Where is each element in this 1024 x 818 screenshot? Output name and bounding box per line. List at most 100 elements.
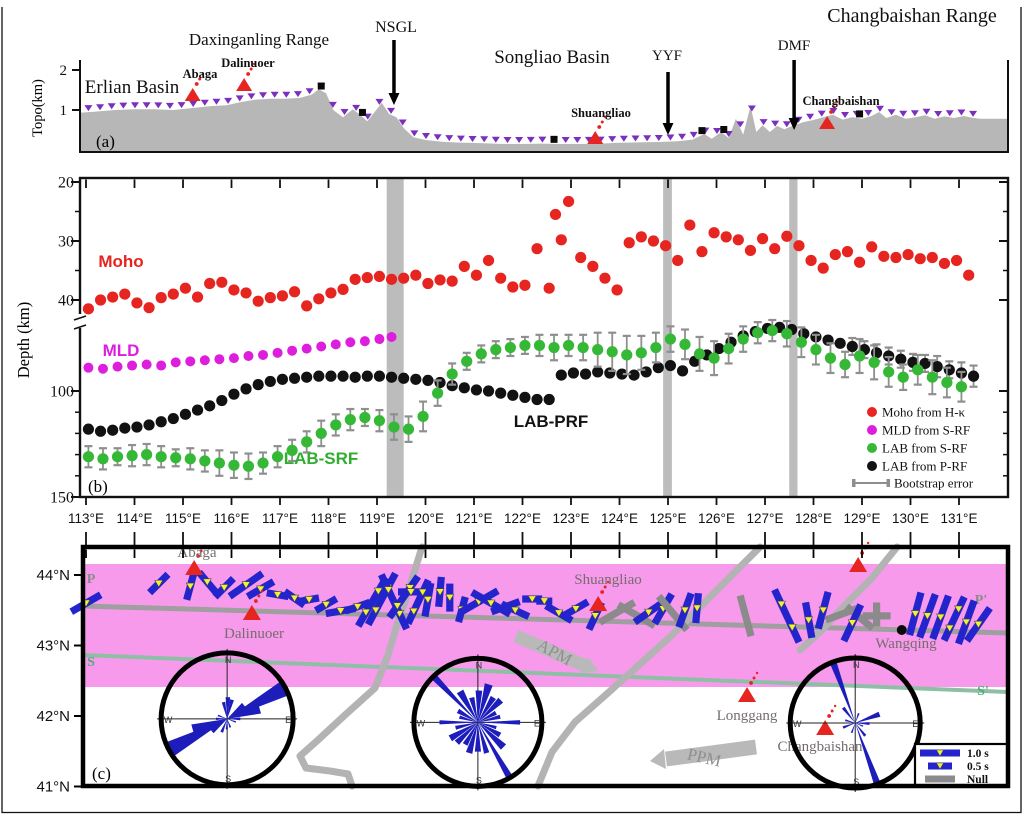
dalinuoer-label: Dalinuoer (221, 56, 275, 70)
lab-srf-point (504, 341, 516, 354)
rose-petal (165, 718, 228, 757)
volcano-smoke-dot (201, 72, 204, 76)
lon-tick-label: 130°E (892, 511, 929, 526)
mld-point (141, 359, 152, 370)
rose-petal (431, 674, 478, 723)
lab-srf-point (912, 364, 924, 376)
lab-prf-point (398, 372, 410, 384)
lab-srf-point (941, 376, 953, 389)
station-square (698, 127, 706, 135)
lab-prf-point (616, 368, 628, 380)
station-triangle (510, 606, 520, 615)
lab-prf-point (652, 362, 664, 374)
rose-petal (191, 718, 228, 733)
lon-tick-label: 115°E (165, 511, 201, 526)
lab-srf-point (723, 343, 735, 355)
station-triangle (406, 588, 416, 597)
lab-prf-point (640, 366, 652, 378)
moho-point (313, 293, 325, 305)
rose-petal (855, 723, 867, 737)
station-triangle (804, 616, 814, 625)
lab-srf-point (955, 381, 968, 393)
lat-tick-label: 44°N (36, 567, 70, 584)
moho-series-label: Moho (98, 252, 143, 271)
moho-point (361, 271, 373, 284)
rose-petal (227, 705, 261, 719)
lab-prf-point (82, 423, 95, 435)
shuangliao-label: Shuangliao (571, 106, 631, 120)
station-square (317, 82, 325, 90)
lab-prf-point (216, 394, 228, 407)
lab-srf-point (577, 341, 589, 354)
moho-point (575, 251, 587, 264)
moho-point (926, 251, 938, 264)
station-marker (375, 98, 384, 105)
moho-point (264, 292, 276, 304)
lab-srf-point (650, 341, 662, 354)
panel-b-depth-section: 20 30 40 100 150 Moho MLD LAB-SRF LAB-PRF Moho fr… (50, 175, 1010, 507)
lab-srf-point (635, 347, 647, 359)
outer-frame (1, 7, 1022, 814)
volcano-smoke-dot (600, 120, 604, 124)
legend-label: Bootstrap error (894, 476, 974, 491)
rose-petal (465, 722, 478, 754)
mld-point (386, 331, 397, 342)
moho-point (769, 243, 781, 255)
panel-c-letter: (c) (92, 764, 111, 783)
changbaishan-icon (819, 116, 836, 129)
rose-petal (477, 714, 501, 723)
volcano-smoke-dot (606, 580, 610, 584)
moho-point (672, 254, 684, 267)
volcano-smoke-dot (835, 100, 839, 104)
rose-petal (855, 711, 881, 724)
station-marker (829, 108, 838, 115)
lab-prf-point (107, 424, 119, 436)
volcano-icon (849, 557, 868, 572)
station-triangle (336, 607, 346, 616)
lon-tick-label: 120°E (407, 511, 444, 526)
station-triangle (373, 587, 383, 596)
rose-petal (842, 723, 856, 729)
moho-point (167, 288, 179, 300)
mld-point (199, 355, 210, 366)
station-triangle (692, 604, 702, 613)
station-marker (293, 91, 302, 98)
abaga-label: Abaga (183, 67, 218, 81)
lab-srf-point (315, 427, 327, 439)
station-triangle (922, 612, 932, 621)
fault-trace (296, 543, 426, 790)
moho-point (531, 243, 543, 255)
mld-point (359, 336, 370, 347)
station-triangle (361, 608, 371, 617)
rose-petal (456, 708, 478, 723)
station-marker (259, 92, 268, 99)
lab-srf-point (257, 457, 269, 469)
lab-prf-point (482, 385, 495, 397)
station-marker (177, 102, 186, 109)
rose-petal (855, 723, 881, 786)
erlian-basin-label: Erlian Basin (85, 77, 180, 98)
mld-point (345, 337, 356, 348)
mld-point (83, 362, 94, 373)
lab-srf-point (82, 451, 95, 463)
profile-label-p: P (87, 572, 96, 587)
station-triangle (910, 610, 920, 618)
lab-prf-point (385, 371, 398, 383)
rose-petal (227, 718, 232, 728)
moho-point (458, 260, 470, 272)
station-marker (270, 91, 279, 98)
station-marker (421, 133, 430, 140)
station-triangle (241, 581, 251, 590)
rose-petal (227, 718, 237, 723)
legend-label: Moho from H-κ (882, 405, 966, 420)
lab-srf-point (621, 349, 633, 361)
mld-point (272, 347, 283, 358)
panel-c-map: PP'SS'APMPPMAbagaDalinuoerShuangliaoLong… (36, 541, 1011, 796)
station-marker (969, 110, 978, 117)
rose-petal (477, 697, 504, 723)
lab-srf-point (344, 414, 356, 426)
profile-line-p (82, 603, 1009, 636)
station-marker (200, 99, 209, 106)
station-marker (165, 102, 174, 109)
